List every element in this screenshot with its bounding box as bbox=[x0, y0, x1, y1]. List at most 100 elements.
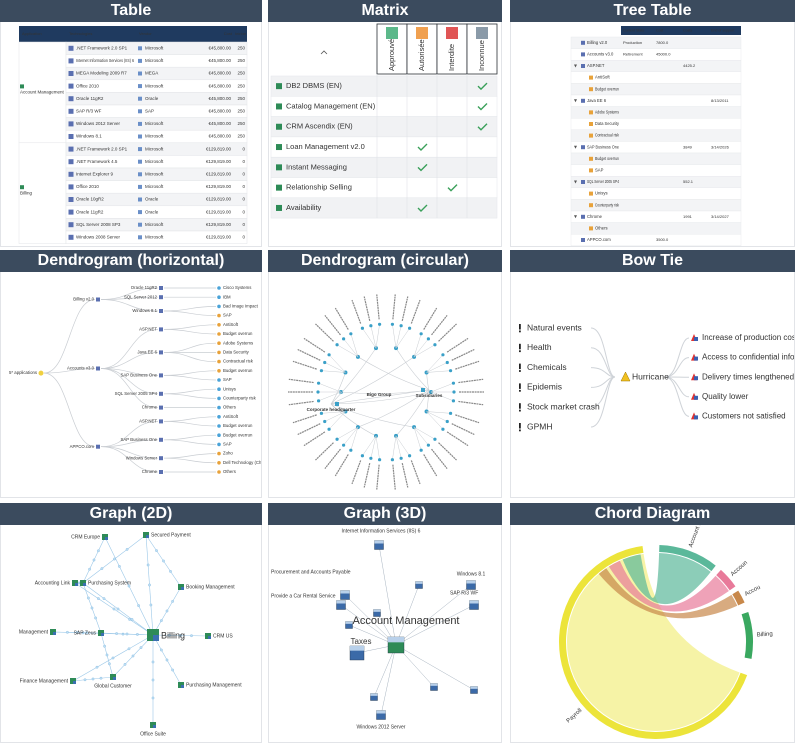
cell: 3849 bbox=[683, 144, 693, 149]
tree-label: Contractual risk bbox=[595, 133, 620, 138]
leaf-text bbox=[455, 414, 480, 424]
leaf-text bbox=[458, 378, 484, 384]
cell: 250 bbox=[237, 45, 245, 50]
leaf-text bbox=[438, 442, 457, 461]
group-arc bbox=[716, 569, 736, 591]
consequence-icon bbox=[694, 376, 698, 381]
cell: €129,819.00 bbox=[206, 197, 232, 202]
panel-body: Application Technologies Vendor Cost Number … bbox=[0, 22, 262, 247]
edge bbox=[395, 644, 475, 691]
edge-dot bbox=[125, 632, 129, 636]
leaf-label: Adobe Systems bbox=[223, 340, 253, 345]
leaf-label: Budget overrun bbox=[223, 432, 253, 437]
node-label: Secured Payment bbox=[151, 532, 191, 538]
panel-title: Tree Table bbox=[510, 0, 795, 22]
cell: 45000.0 bbox=[656, 51, 671, 56]
cell: 250 bbox=[237, 121, 245, 126]
leaf bbox=[419, 448, 423, 452]
leaf bbox=[349, 448, 353, 452]
cause-label: Health bbox=[527, 342, 552, 352]
leaf-link bbox=[413, 344, 436, 358]
leaf-link bbox=[426, 370, 451, 373]
icon bbox=[581, 52, 585, 57]
cause-label: Chemicals bbox=[527, 362, 567, 372]
leaf-text bbox=[315, 323, 334, 342]
leaf-dot bbox=[217, 332, 221, 336]
icon bbox=[153, 725, 156, 728]
tree-label: Budget overrun bbox=[595, 156, 620, 161]
icon bbox=[159, 437, 163, 442]
edge-dot bbox=[171, 668, 174, 672]
panel: Table Application Technologies Vendor Cost Nu… bbox=[0, 0, 262, 247]
icon bbox=[138, 134, 142, 139]
leaf-link bbox=[430, 391, 454, 402]
icon bbox=[589, 110, 593, 115]
cell: 8/13/2011 bbox=[711, 98, 729, 103]
node-cube-top bbox=[466, 580, 476, 584]
leaf-link bbox=[426, 362, 448, 373]
icon bbox=[138, 71, 142, 76]
icon bbox=[276, 103, 282, 110]
link bbox=[43, 299, 96, 374]
edge-dot bbox=[102, 597, 106, 600]
cell: Windows 2012 Server bbox=[76, 121, 121, 126]
leaf bbox=[419, 332, 423, 336]
alert-icon bbox=[519, 423, 521, 429]
column-header: Vendor bbox=[139, 31, 152, 36]
icon bbox=[83, 583, 86, 586]
link bbox=[163, 324, 217, 330]
leaf-link bbox=[413, 338, 429, 357]
leaf bbox=[369, 324, 373, 328]
link bbox=[43, 368, 96, 374]
cell: 0 bbox=[242, 209, 245, 214]
edge-dot bbox=[83, 678, 87, 682]
icon bbox=[153, 635, 159, 641]
icon bbox=[68, 171, 74, 177]
leaf-link bbox=[413, 426, 436, 440]
branch-label: Subsidiaries bbox=[416, 393, 443, 398]
edge-dot bbox=[151, 660, 155, 664]
cell: €45,800.00 bbox=[208, 45, 231, 50]
leaf bbox=[335, 343, 339, 347]
icon bbox=[581, 238, 585, 242]
cell: Oracle 10gR2 bbox=[76, 197, 104, 202]
icon bbox=[581, 64, 585, 68]
panel-title: Graph (3D) bbox=[268, 503, 502, 525]
leaf-text bbox=[334, 454, 349, 477]
cell: .NET Framework 2.0 SP1 bbox=[76, 146, 128, 151]
edge bbox=[395, 584, 420, 646]
leaf-link bbox=[321, 370, 346, 373]
branch bbox=[330, 403, 415, 428]
icon bbox=[159, 295, 163, 300]
leaf bbox=[319, 411, 324, 415]
cell: 552.1 bbox=[683, 179, 694, 184]
edge-dot bbox=[123, 663, 127, 666]
leaf-dot bbox=[217, 359, 221, 364]
consequence-link bbox=[664, 357, 690, 378]
node-label: Procurement and Accounts Payable bbox=[271, 569, 351, 575]
edge-dot bbox=[115, 632, 118, 635]
cell: €45,800.00 bbox=[208, 71, 231, 76]
node-cube-top bbox=[430, 683, 438, 686]
cause-label: Epidemis bbox=[527, 382, 562, 392]
group-label: Payroll bbox=[566, 708, 584, 725]
cell: Windows 2008 Server bbox=[76, 234, 121, 239]
node-label: Windows 8.1 bbox=[457, 571, 486, 577]
link bbox=[163, 457, 217, 464]
cell: Microsoft bbox=[145, 45, 164, 50]
leaf bbox=[360, 326, 365, 330]
node-label: Windows 8.1 bbox=[132, 308, 157, 313]
node-label: Oracle 11gR2 bbox=[131, 285, 158, 290]
link bbox=[100, 446, 159, 473]
column-label: Autorisée bbox=[417, 39, 426, 71]
leaf-label: Unisys bbox=[223, 386, 236, 391]
leaf-label: Contractual risk bbox=[223, 359, 254, 364]
cell: €45,800.00 bbox=[208, 108, 231, 113]
leaf-link bbox=[336, 344, 359, 358]
icon bbox=[276, 184, 282, 191]
leaf-link bbox=[413, 427, 422, 451]
icon bbox=[276, 164, 282, 171]
leaf bbox=[342, 337, 346, 341]
icon bbox=[68, 58, 74, 64]
icon bbox=[138, 109, 142, 114]
